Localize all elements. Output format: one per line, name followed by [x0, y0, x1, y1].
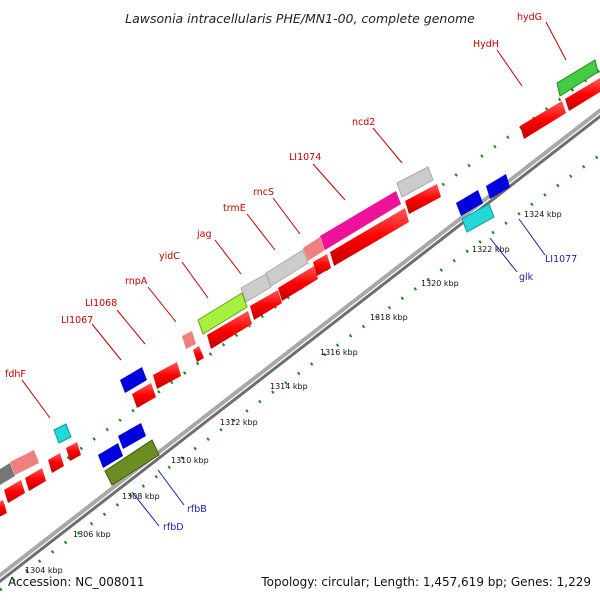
forward-gene-labels: hydG HydH ncd2 LI1074 rncS trmE jag yidC… [5, 12, 542, 380]
gene-label-glk: glk [519, 272, 534, 283]
outer-dash-track [0, 68, 600, 510]
gene-label-trmE: trmE [223, 203, 246, 214]
feature-jag-red-2 [313, 254, 331, 276]
feature-hydG [556, 59, 599, 97]
feature-ncd2-grey [396, 166, 434, 198]
feature-trmE-red [278, 266, 318, 301]
feature-rnpA [182, 331, 196, 349]
genome-summary-text: Topology: circular; Length: 1,457,619 bp… [260, 575, 591, 589]
scale-label-1308: 1308 kbp [122, 492, 160, 501]
feature-red-left-2 [4, 480, 25, 503]
scale-label-1324: 1324 kbp [524, 210, 562, 219]
feature-grey-left [0, 463, 15, 485]
label-leaders [21, 21, 567, 527]
scale-label-1312: 1312 kbp [220, 418, 258, 427]
feature-red-left-1 [25, 468, 46, 491]
gene-label-rncS: rncS [253, 187, 274, 198]
feature-glk [461, 203, 495, 233]
gene-label-rfbB: rfbB [187, 504, 207, 515]
reverse-gene-labels: LI1077 glk rfbB rfbD [163, 254, 577, 533]
feature-rfbB-1 [118, 423, 146, 449]
scale-label-1304: 1304 kbp [25, 566, 63, 575]
scale-label-1318: 1318 kbp [370, 313, 408, 322]
feature-yidC-red [207, 311, 252, 349]
feature-LI1067-red [132, 383, 156, 408]
feature-LI1068-red [153, 362, 181, 389]
feature-pink-small [303, 237, 325, 261]
feature-rfbD [104, 439, 160, 486]
gene-label-LI1077: LI1077 [545, 254, 577, 265]
gene-label-hydG: hydG [517, 12, 542, 23]
gene-label-rfbD: rfbD [163, 522, 184, 533]
accession-text: Accession: NC_008011 [8, 575, 144, 589]
feature-blocks [0, 59, 600, 517]
feature-rnpA-red [193, 346, 204, 362]
gene-label-LI1074: LI1074 [289, 152, 321, 163]
feature-fdhF-red-2 [66, 442, 81, 461]
feature-rfbB-2 [98, 443, 123, 468]
feature-cyan-1 [53, 423, 72, 444]
feature-hydH [520, 101, 566, 139]
feature-hydH-2 [565, 78, 600, 111]
gene-label-LI1067: LI1067 [61, 315, 93, 326]
feature-jag-red [250, 290, 282, 320]
inner-dash-track [0, 153, 600, 592]
gene-label-yidC: yidC [159, 251, 180, 262]
gene-label-HydH: HydH [473, 39, 499, 50]
scale-labels: 1304 kbp 1306 kbp 1308 kbp 1310 kbp 1312… [25, 210, 562, 575]
scale-label-1310: 1310 kbp [171, 456, 209, 465]
feature-LI1067-blue [120, 367, 147, 393]
scale-label-1314: 1314 kbp [270, 382, 308, 391]
gene-label-ncd2: ncd2 [352, 117, 375, 128]
scale-label-1320: 1320 kbp [421, 279, 459, 288]
feature-LI1077 [486, 174, 510, 199]
feature-rncS-red [330, 208, 409, 266]
feature-LI1077-2 [456, 190, 483, 216]
map-title: Lawsonia intracellularis PHE/MN1-00, com… [125, 11, 475, 26]
scale-label-1306: 1306 kbp [73, 530, 111, 539]
gene-label-rnpA: rnpA [125, 276, 148, 287]
feature-ncd2-red [405, 184, 441, 214]
feature-fdhF-red [48, 453, 64, 473]
gene-label-fdhF: fdhF [5, 369, 26, 380]
feature-pink-left [10, 450, 39, 475]
gene-label-LI1068: LI1068 [85, 298, 117, 309]
scale-label-1316: 1316 kbp [320, 348, 358, 357]
scale-label-1322: 1322 kbp [472, 245, 510, 254]
gene-label-jag: jag [196, 229, 212, 240]
genome-backbone [0, 107, 600, 584]
feature-yidC [197, 292, 248, 335]
feature-red-left-3 [0, 500, 7, 517]
feature-jag-grey [240, 273, 272, 303]
feature-LI1074 [320, 191, 401, 250]
